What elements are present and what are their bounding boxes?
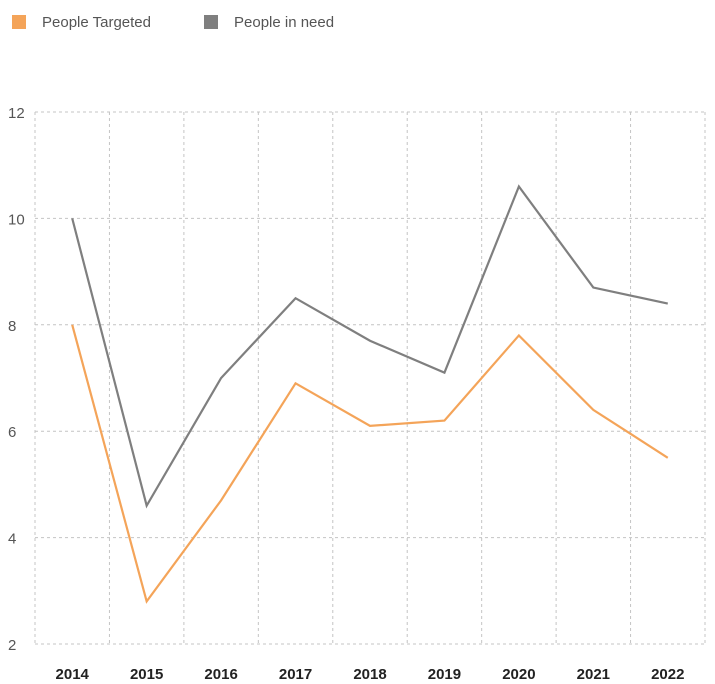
legend-swatch	[204, 15, 218, 29]
y-tick-label: 12	[8, 105, 25, 122]
x-tick-label: 2022	[651, 666, 684, 683]
x-tick-label: 2014	[56, 666, 90, 683]
x-tick-label: 2015	[130, 666, 163, 683]
y-tick-label: 10	[8, 211, 25, 228]
legend-swatch	[12, 15, 26, 29]
x-tick-label: 2017	[279, 666, 312, 683]
y-tick-label: 4	[8, 531, 16, 548]
legend-label: People in need	[234, 14, 334, 31]
series-line	[71, 324, 669, 604]
x-tick-label: 2021	[577, 666, 610, 683]
legend-label: People Targeted	[42, 14, 151, 31]
x-tick-label: 2018	[353, 666, 386, 683]
x-tick-label: 2016	[204, 666, 237, 683]
y-tick-label: 8	[8, 318, 16, 335]
y-tick-label: 2	[8, 637, 16, 654]
series-line	[71, 184, 669, 509]
x-tick-label: 2020	[502, 666, 535, 683]
y-tick-label: 6	[8, 424, 16, 441]
x-tick-label: 2019	[428, 666, 461, 683]
